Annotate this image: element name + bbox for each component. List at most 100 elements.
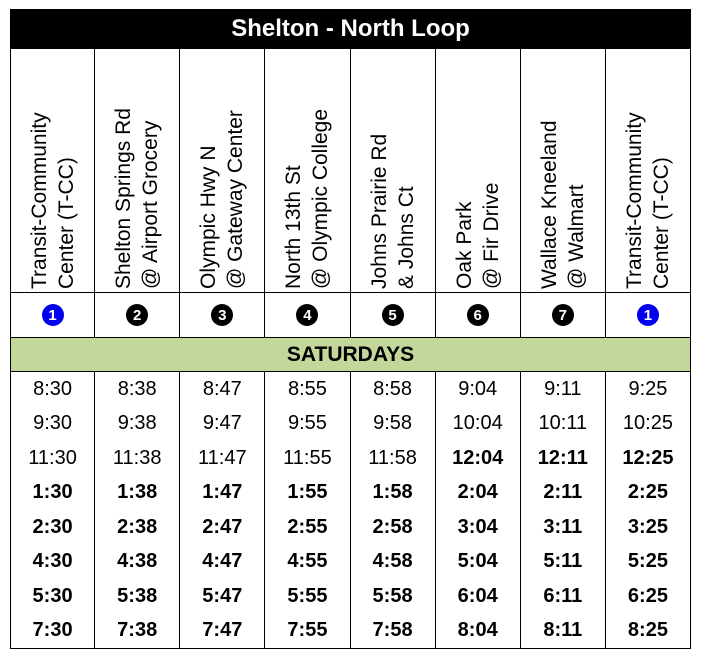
stop-name-line2: @ Gateway Center (224, 109, 248, 289)
time-cell: 2:04 (457, 481, 498, 504)
stop-number-badge: 6 (466, 304, 489, 326)
times-column-5: 8:58 9:58 11:58 1:58 2:58 4:58 5:58 7:58 (350, 372, 436, 649)
time-cell: 4:55 (287, 550, 328, 573)
route-title: Shelton - North Loop (10, 9, 691, 49)
stop-number-cell: 3 (180, 293, 266, 338)
times-column-1: 8:30 9:30 11:30 1:30 2:30 4:30 5:30 7:30 (10, 372, 96, 649)
stop-number-row: 1 2 3 4 5 6 7 1 (10, 293, 691, 338)
stop-number-badge: 3 (211, 304, 234, 326)
stop-header-8: Transit-Community Center (T-CC) (605, 49, 691, 293)
stop-name: Olympic Hwy N @ Gateway Center (195, 53, 249, 289)
time-cell: 8:47 (202, 377, 242, 400)
time-cell: 11:55 (283, 446, 332, 469)
time-cell: 5:58 (372, 584, 413, 607)
time-cell: 3:11 (543, 515, 583, 538)
stop-header-7: Wallace Kneeland @ Walmart (520, 49, 606, 293)
time-cell: 4:30 (32, 550, 73, 573)
time-cell: 12:04 (452, 446, 504, 469)
time-cell: 10:25 (622, 412, 673, 435)
time-cell: 9:04 (458, 377, 498, 400)
stop-name-line1: Transit-Community (27, 111, 51, 289)
stop-number-cell: 5 (350, 293, 436, 338)
time-cell: 5:11 (543, 550, 583, 573)
time-cell: 8:30 (33, 377, 73, 400)
stop-number-badge: 5 (381, 304, 404, 326)
stop-name-line2: Center (T-CC) (649, 156, 673, 289)
time-cell: 11:30 (28, 446, 77, 469)
time-cell: 2:30 (32, 515, 73, 538)
time-cell: 12:11 (537, 446, 588, 469)
stop-header-4: North 13th St @ Olympic College (265, 49, 351, 293)
time-cell: 8:55 (287, 377, 327, 400)
stop-name: Wallace Kneeland @ Walmart (536, 53, 590, 289)
stop-name-line1: Wallace Kneeland (537, 120, 561, 289)
time-cell: 6:04 (457, 584, 498, 607)
time-cell: 11:47 (198, 446, 247, 469)
stop-name-line1: North 13th St (282, 164, 306, 289)
stop-number-cell: 4 (265, 293, 351, 338)
time-cell: 2:47 (202, 515, 243, 538)
time-cell: 8:11 (543, 619, 583, 642)
time-cell: 5:30 (32, 584, 73, 607)
time-cell: 7:38 (117, 619, 158, 642)
stop-name: North 13th St @ Olympic College (280, 53, 334, 289)
time-cell: 5:38 (117, 584, 158, 607)
time-cell: 3:04 (457, 515, 498, 538)
time-cell: 8:38 (117, 377, 157, 400)
time-cell: 6:25 (627, 584, 668, 607)
time-cell: 4:47 (202, 550, 243, 573)
stop-name-line1: Oak Park (452, 200, 476, 289)
time-cell: 12:25 (622, 446, 674, 469)
stop-name-line2: @ Fir Drive (479, 182, 503, 289)
stop-name-line1: Shelton Springs Rd (112, 107, 136, 289)
time-cell: 5:04 (457, 550, 498, 573)
stop-header-6: Oak Park @ Fir Drive (435, 49, 521, 293)
times-column-6: 9:04 10:04 12:04 2:04 3:04 5:04 6:04 8:04 (435, 372, 521, 649)
stop-number-badge: 4 (296, 304, 319, 326)
time-cell: 2:25 (627, 481, 668, 504)
time-cell: 2:58 (372, 515, 413, 538)
time-cell: 7:58 (372, 619, 413, 642)
time-cell: 9:30 (33, 412, 73, 435)
stop-name-line2: Center (T-CC) (54, 156, 78, 289)
time-cell: 9:55 (287, 412, 327, 435)
schedule-table: Shelton - North Loop Transit-Community Ce… (10, 9, 691, 649)
stop-name-line1: Transit-Community (622, 111, 646, 289)
stop-name: Johns Prairie Rd & Johns Ct (366, 53, 420, 289)
times-column-7: 9:11 10:11 12:11 2:11 3:11 5:11 6:11 8:11 (520, 372, 606, 649)
time-cell: 3:25 (627, 515, 668, 538)
time-cell: 2:11 (543, 481, 583, 504)
stop-number-badge: 2 (126, 304, 149, 326)
times-column-8: 9:25 10:25 12:25 2:25 3:25 5:25 6:25 8:25 (605, 372, 691, 649)
stop-name-line2: @ Walmart (564, 183, 588, 289)
stop-number-cell: 1 (10, 293, 96, 338)
time-cell: 5:55 (287, 584, 328, 607)
stop-number-badge: 7 (551, 304, 574, 326)
stop-name-line1: Olympic Hwy N (197, 144, 221, 289)
stop-name: Oak Park @ Fir Drive (451, 53, 505, 289)
stop-header-1: Transit-Community Center (T-CC) (10, 49, 96, 293)
stop-header-2: Shelton Springs Rd @ Airport Grocery (95, 49, 181, 293)
time-cell: 1:58 (372, 481, 413, 504)
stop-name-line2: @ Olympic College (309, 108, 333, 289)
time-cell: 4:58 (372, 550, 413, 573)
time-cell: 1:47 (202, 481, 243, 504)
stop-name-line1: Johns Prairie Rd (367, 133, 391, 289)
times-column-3: 8:47 9:47 11:47 1:47 2:47 4:47 5:47 7:47 (180, 372, 266, 649)
stop-name-line2: & Johns Ct (394, 185, 418, 289)
time-cell: 7:47 (202, 619, 243, 642)
stop-number-cell: 6 (435, 293, 521, 338)
stop-name: Transit-Community Center (T-CC) (621, 53, 675, 289)
time-cell: 9:11 (544, 377, 582, 400)
time-cell: 11:58 (368, 446, 417, 469)
stop-number-badge: 1 (636, 304, 659, 326)
time-cell: 7:55 (287, 619, 328, 642)
time-cell: 10:11 (538, 412, 588, 435)
time-cell: 2:38 (117, 515, 158, 538)
stop-name: Shelton Springs Rd @ Airport Grocery (110, 53, 164, 289)
time-cell: 1:55 (287, 481, 328, 504)
time-cell: 9:47 (202, 412, 242, 435)
time-cell: 5:47 (202, 584, 243, 607)
time-cell: 11:38 (112, 446, 162, 469)
time-cell: 1:38 (117, 481, 158, 504)
